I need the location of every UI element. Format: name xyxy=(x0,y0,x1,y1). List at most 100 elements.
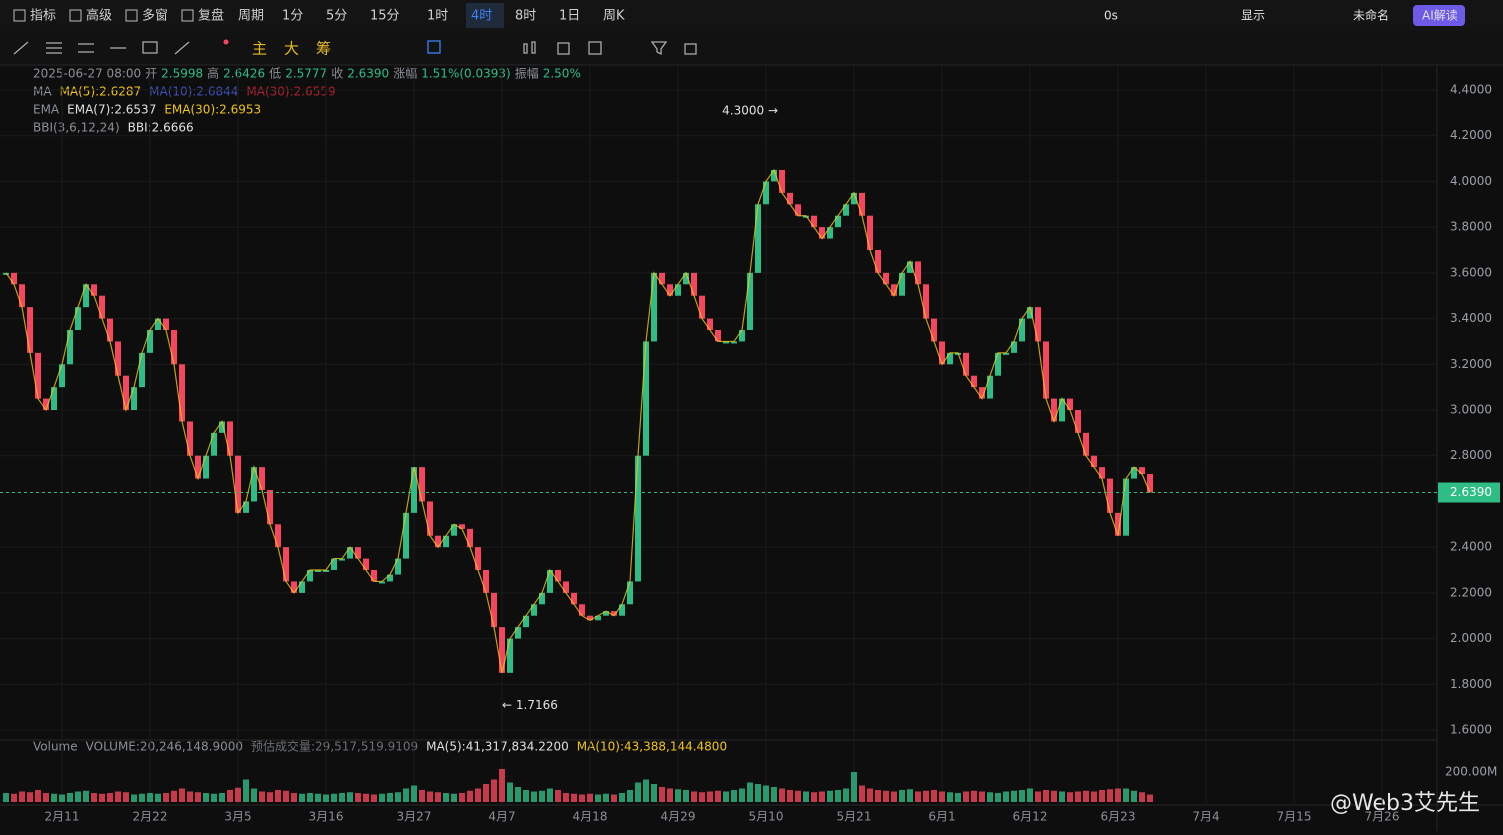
candle xyxy=(515,627,521,639)
volume-bar xyxy=(867,788,873,802)
legend-text: 涨幅 xyxy=(393,66,417,81)
x-tick-label: 5月21 xyxy=(837,810,872,824)
candle xyxy=(707,318,713,330)
volume-bar xyxy=(707,791,713,802)
candle xyxy=(883,272,889,285)
y-tick-label: 2.0000 xyxy=(1450,631,1492,645)
toolbar-button[interactable]: 指标 xyxy=(30,9,56,24)
y-tick-label: 3.2000 xyxy=(1450,357,1492,371)
ai-button xyxy=(1413,5,1465,26)
toolbar-button[interactable]: 1分 xyxy=(282,9,303,24)
candle xyxy=(963,352,969,376)
volume-bar xyxy=(931,790,937,802)
candle xyxy=(427,501,433,536)
candle xyxy=(1035,307,1041,342)
volume-bar xyxy=(419,790,425,802)
volume-bar xyxy=(907,789,913,802)
volume-bar xyxy=(963,791,969,802)
volume-bar xyxy=(387,793,393,802)
candle xyxy=(547,570,553,593)
volume-bar xyxy=(1051,790,1057,802)
candle xyxy=(523,615,529,628)
x-tick-label: 4月29 xyxy=(661,810,696,824)
volume-bar xyxy=(875,790,881,802)
x-tick-label: 3月16 xyxy=(309,810,344,824)
toolbar-button[interactable]: 多窗 xyxy=(142,8,168,24)
volume-bar xyxy=(243,779,249,802)
tool-dot xyxy=(223,39,229,45)
candle xyxy=(931,318,937,342)
toolbar-button[interactable]: 未命名 xyxy=(1353,8,1389,23)
candle xyxy=(1147,474,1153,493)
toolbar-button[interactable]: 高级 xyxy=(86,8,112,24)
volume-bar xyxy=(1115,788,1121,802)
toolbar-button[interactable]: 0s xyxy=(1104,9,1118,23)
candle xyxy=(67,330,73,365)
volume-bar xyxy=(43,793,49,802)
y-tick-label: 4.0000 xyxy=(1450,174,1492,188)
toolbar-button[interactable]: 周期 xyxy=(238,9,264,24)
active-tab xyxy=(466,3,504,28)
volume-bar xyxy=(683,790,689,802)
volume-bar xyxy=(1011,790,1017,802)
candle xyxy=(1123,478,1129,536)
volume-bar xyxy=(67,793,73,802)
candle xyxy=(211,432,217,456)
volume-bar xyxy=(611,794,617,802)
volume-bar xyxy=(1019,790,1025,802)
y-tick-label: 1.6000 xyxy=(1450,723,1492,737)
volume-bar xyxy=(563,793,569,802)
main-tool[interactable]: 大 xyxy=(284,40,299,58)
volume-bar xyxy=(171,790,177,802)
volume-bar xyxy=(499,769,505,802)
candle xyxy=(51,387,57,410)
toolbar-button[interactable]: 15分 xyxy=(370,9,400,24)
toolbar-icon xyxy=(69,9,82,22)
volume-bar xyxy=(619,793,625,802)
extreme-label: 4.3000 → xyxy=(722,103,778,117)
toolbar-button[interactable]: 1日 xyxy=(559,9,580,24)
volume-bar xyxy=(211,793,217,802)
volume-bar xyxy=(667,788,673,802)
volume-bar xyxy=(195,792,201,802)
x-tick-label: 3月27 xyxy=(397,810,432,824)
legend-text: 2025-06-27 08:00 xyxy=(33,67,141,81)
candle xyxy=(107,318,113,342)
top-toolbar xyxy=(0,0,1503,31)
candle xyxy=(419,467,425,502)
toolbar-button[interactable]: 1时 xyxy=(427,9,448,24)
toolbar-button[interactable]: 5分 xyxy=(326,9,347,24)
candle xyxy=(763,181,769,205)
candle xyxy=(443,535,449,548)
toolbar-button[interactable]: 周K xyxy=(603,9,625,24)
toolbar-button[interactable]: 显示 xyxy=(1241,9,1265,23)
candle xyxy=(195,455,201,479)
x-tick-label: 7月4 xyxy=(1192,810,1219,824)
candle xyxy=(699,295,705,319)
candle xyxy=(371,570,377,582)
volume-bar xyxy=(1035,791,1041,802)
y-tick-label: 2.4000 xyxy=(1450,540,1492,554)
main-tool[interactable]: 主 xyxy=(252,40,267,58)
volume-bar xyxy=(587,793,593,802)
volume-bar xyxy=(547,788,553,802)
candle xyxy=(155,318,161,330)
volume-bar xyxy=(291,793,297,802)
toolbar-button[interactable]: 复盘 xyxy=(198,8,224,24)
toolbar-button[interactable]: AI解读 xyxy=(1422,9,1458,23)
main-tool[interactable]: 筹 xyxy=(316,40,331,58)
x-tick-label: 2月22 xyxy=(133,810,168,824)
toolbar-button[interactable]: 4时 xyxy=(471,9,492,24)
volume-bar xyxy=(307,793,313,802)
candle xyxy=(875,250,881,273)
candle xyxy=(635,455,641,582)
candle xyxy=(979,387,985,399)
volume-bar xyxy=(1123,788,1129,802)
volume-bar xyxy=(179,788,185,802)
candle xyxy=(915,261,921,285)
candle xyxy=(579,604,585,616)
candle xyxy=(531,604,537,616)
toolbar-button[interactable]: 8时 xyxy=(515,9,536,24)
candle xyxy=(779,170,785,193)
candle xyxy=(99,295,105,319)
